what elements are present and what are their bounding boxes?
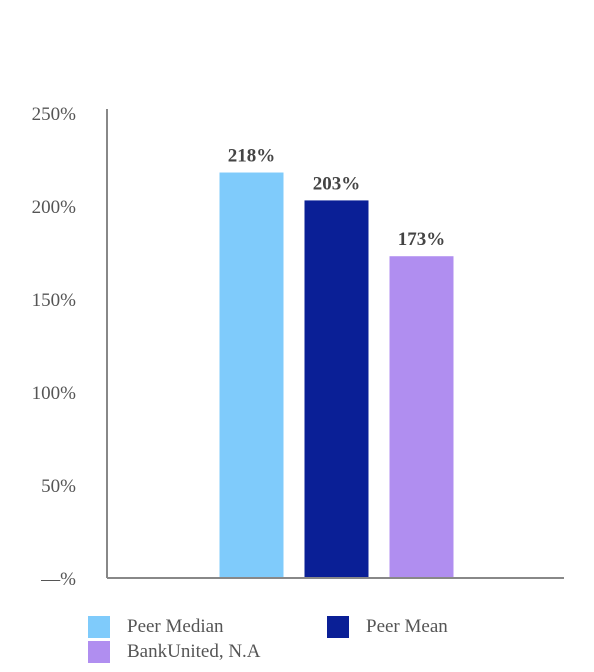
legend-item-peer-mean: Peer Mean — [327, 615, 448, 639]
y-tick-label: 50% — [41, 476, 76, 497]
y-tick-label: 200% — [32, 197, 77, 218]
legend-label-peer-mean: Peer Mean — [366, 616, 448, 637]
legend-swatch-bankunited — [88, 641, 110, 663]
legend-item-bankunited: BankUnited, N.A — [88, 640, 261, 664]
data-labels: 218% 203% 173% — [228, 146, 446, 251]
y-tick-label: 150% — [32, 290, 77, 311]
data-label-peer-median: 218% — [228, 146, 276, 167]
y-tick-label: —% — [40, 569, 76, 590]
legend-item-peer-median: Peer Median — [88, 615, 224, 639]
legend-swatch-peer-mean — [327, 616, 349, 638]
y-tick-label: 100% — [32, 383, 77, 404]
data-label-peer-mean: 203% — [313, 173, 361, 194]
bars — [219, 172, 454, 579]
y-tick-label: 250% — [32, 104, 77, 125]
legend: Peer Median Peer Mean BankUnited, N.A — [88, 615, 568, 667]
legend-label-bankunited: BankUnited, N.A — [127, 641, 261, 662]
bar-peer-mean — [304, 200, 369, 579]
bar-bankunited-n-a — [389, 256, 454, 578]
data-label-bankunited-n-a: 173% — [398, 229, 446, 250]
bar-peer-median — [219, 172, 284, 578]
legend-label-peer-median: Peer Median — [127, 616, 224, 637]
legend-swatch-peer-median — [88, 616, 110, 638]
y-axis-ticks: —% 50% 100% 150% 200% 250% — [32, 104, 77, 590]
